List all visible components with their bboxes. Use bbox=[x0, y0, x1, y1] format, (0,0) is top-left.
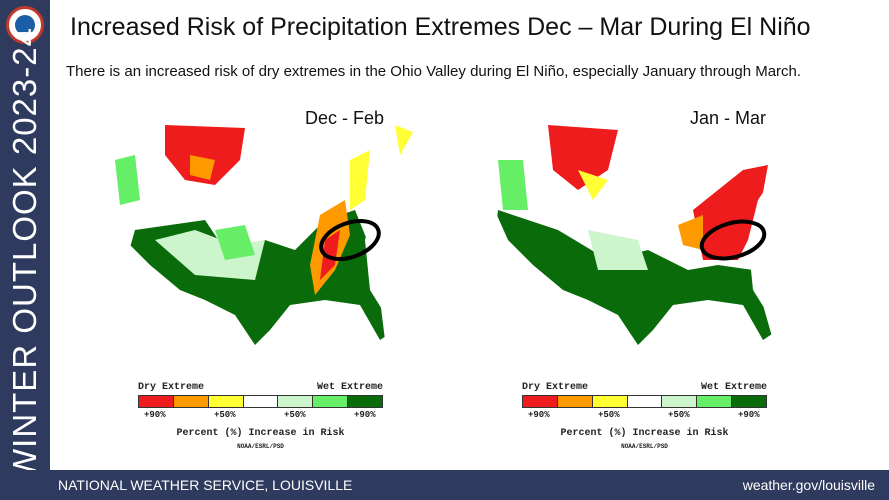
footer-url[interactable]: weather.gov/louisville bbox=[742, 477, 875, 493]
period-label: Dec - Feb bbox=[305, 108, 385, 128]
legend-wet-label: Wet Extreme bbox=[700, 382, 767, 393]
legend: Dry Extreme Wet Extreme +90% +50% +50% +90% … bbox=[138, 382, 383, 450]
legend-dry-label: Dry Extreme bbox=[522, 382, 589, 393]
sidebar: WINTER OUTLOOK 2023-24 bbox=[0, 0, 50, 500]
sidebar-title: WINTER OUTLOOK 2023-24 bbox=[6, 27, 43, 480]
legend-caption: Percent (%) Increase in Risk bbox=[176, 428, 345, 439]
footer: NATIONAL WEATHER SERVICE, LOUISVILLE wea… bbox=[0, 470, 889, 500]
legend-source: NOAA/ESRL/PSD bbox=[621, 443, 668, 450]
tick: +50% bbox=[598, 410, 620, 420]
legend-caption: Percent (%) Increase in Risk bbox=[560, 428, 729, 439]
subtitle: There is an increased risk of dry extrem… bbox=[66, 63, 802, 80]
tick: +50% bbox=[668, 410, 690, 420]
nws-logo bbox=[6, 6, 44, 44]
tick: +50% bbox=[284, 410, 306, 420]
tick: +90% bbox=[144, 410, 166, 420]
legend: Dry Extreme Wet Extreme +90% +50% +50% +90% … bbox=[522, 382, 767, 450]
color-scale bbox=[522, 395, 767, 408]
tick: +50% bbox=[214, 410, 236, 420]
legend-source: NOAA/ESRL/PSD bbox=[237, 443, 284, 450]
footer-office: NATIONAL WEATHER SERVICE, LOUISVILLE bbox=[58, 477, 353, 493]
tick: +90% bbox=[354, 410, 376, 420]
page-title: Increased Risk of Precipitation Extremes… bbox=[70, 13, 811, 41]
tick: +90% bbox=[528, 410, 550, 420]
map-jan-mar bbox=[488, 120, 798, 345]
color-scale bbox=[138, 395, 383, 408]
map-dec-feb bbox=[105, 120, 415, 345]
period-label: Jan - Mar bbox=[690, 108, 767, 128]
tick: +90% bbox=[738, 410, 760, 420]
legend-dry-label: Dry Extreme bbox=[138, 382, 205, 393]
legend-wet-label: Wet Extreme bbox=[316, 382, 383, 393]
